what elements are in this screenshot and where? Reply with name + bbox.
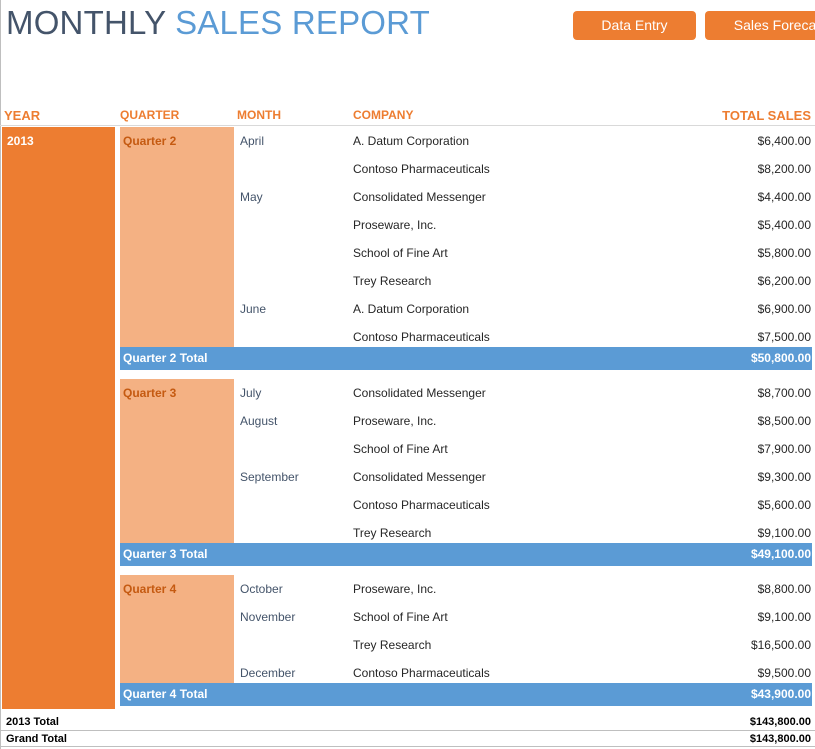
sales-forecast-button[interactable]: Sales Foreca (705, 11, 815, 40)
quarter-label: Quarter 3 (123, 386, 177, 400)
quarter-total-row: Quarter 4 Total $43,900.00 (120, 683, 812, 706)
company-name: Trey Research (353, 526, 432, 540)
company-name: Trey Research (353, 638, 432, 652)
company-name: A. Datum Corporation (353, 134, 470, 148)
header-year: YEAR (4, 108, 41, 123)
month-label: July (240, 386, 262, 400)
sales-amount: $7,500.00 (757, 330, 811, 344)
grand-total-amount: $143,800.00 (749, 733, 811, 745)
sales-amount: $5,400.00 (757, 218, 811, 232)
sales-amount: $5,600.00 (757, 498, 811, 512)
quarter-band (120, 575, 234, 683)
grand-total-row: Grand Total $143,800.00 (0, 731, 815, 747)
sales-amount: $9,300.00 (757, 470, 811, 484)
title-sales-report: SALES REPORT (175, 4, 430, 41)
company-name: Contoso Pharmaceuticals (353, 330, 490, 344)
quarter-total-amount: $43,900.00 (750, 687, 811, 701)
company-name: School of Fine Art (353, 442, 448, 456)
sales-amount: $6,900.00 (757, 302, 811, 316)
header-company: COMPANY (353, 108, 414, 122)
quarter-band (120, 379, 234, 543)
year-total-amount: $143,800.00 (749, 716, 811, 728)
sheet-left-border (0, 0, 1, 749)
company-name: School of Fine Art (353, 610, 448, 624)
header-total-sales: TOTAL SALES (722, 108, 811, 123)
quarter-label: Quarter 4 (123, 582, 177, 596)
page-title: MONTHLY SALES REPORT (6, 4, 430, 42)
quarter-total-label: Quarter 4 Total (123, 687, 208, 701)
sales-amount: $8,800.00 (757, 582, 811, 596)
year-column-band (2, 127, 115, 709)
month-label: June (240, 302, 267, 316)
quarter-band (120, 127, 234, 347)
sales-amount: $9,100.00 (757, 610, 811, 624)
header-quarter: QUARTER (120, 108, 180, 122)
company-name: Proseware, Inc. (353, 218, 437, 232)
sales-amount: $9,500.00 (757, 666, 811, 680)
month-label: September (240, 470, 299, 484)
sales-amount: $7,900.00 (757, 442, 811, 456)
sales-amount: $9,100.00 (757, 526, 811, 540)
month-label: May (240, 190, 263, 204)
year-total-label: 2013 Total (6, 716, 59, 728)
quarter-total-row: Quarter 3 Total $49,100.00 (120, 543, 812, 566)
sales-amount: $8,500.00 (757, 414, 811, 428)
title-monthly: MONTHLY (6, 4, 176, 41)
sales-amount: $6,200.00 (757, 274, 811, 288)
sales-amount: $6,400.00 (757, 134, 811, 148)
company-name: Proseware, Inc. (353, 414, 437, 428)
sales-amount: $5,800.00 (757, 246, 811, 260)
header-divider (0, 125, 815, 126)
grand-total-label: Grand Total (6, 733, 67, 745)
quarter-total-label: Quarter 3 Total (123, 547, 208, 561)
month-label: April (240, 134, 265, 148)
month-label: December (240, 666, 296, 680)
company-name: A. Datum Corporation (353, 302, 470, 316)
month-label: August (240, 414, 278, 428)
company-name: Proseware, Inc. (353, 582, 437, 596)
month-label: November (240, 610, 296, 624)
company-name: Consolidated Messenger (353, 190, 486, 204)
company-name: Trey Research (353, 274, 432, 288)
quarter-label: Quarter 2 (123, 134, 177, 148)
year-label: 2013 (7, 134, 34, 148)
sales-amount: $8,700.00 (757, 386, 811, 400)
header-month: MONTH (237, 108, 281, 122)
year-total-row: 2013 Total $143,800.00 (0, 714, 815, 730)
sales-amount: $4,400.00 (757, 190, 811, 204)
month-label: October (240, 582, 283, 596)
company-name: School of Fine Art (353, 246, 448, 260)
quarter-total-label: Quarter 2 Total (123, 351, 208, 365)
grand-total-divider (0, 746, 815, 747)
year-total-divider (0, 730, 815, 731)
company-name: Contoso Pharmaceuticals (353, 162, 490, 176)
quarter-total-amount: $50,800.00 (750, 351, 811, 365)
quarter-total-amount: $49,100.00 (750, 547, 811, 561)
company-name: Consolidated Messenger (353, 386, 486, 400)
company-name: Contoso Pharmaceuticals (353, 666, 490, 680)
sales-amount: $16,500.00 (750, 638, 811, 652)
quarter-total-row: Quarter 2 Total $50,800.00 (120, 347, 812, 370)
company-name: Consolidated Messenger (353, 470, 486, 484)
company-name: Contoso Pharmaceuticals (353, 498, 490, 512)
data-entry-button[interactable]: Data Entry (573, 11, 696, 40)
sales-amount: $8,200.00 (757, 162, 811, 176)
